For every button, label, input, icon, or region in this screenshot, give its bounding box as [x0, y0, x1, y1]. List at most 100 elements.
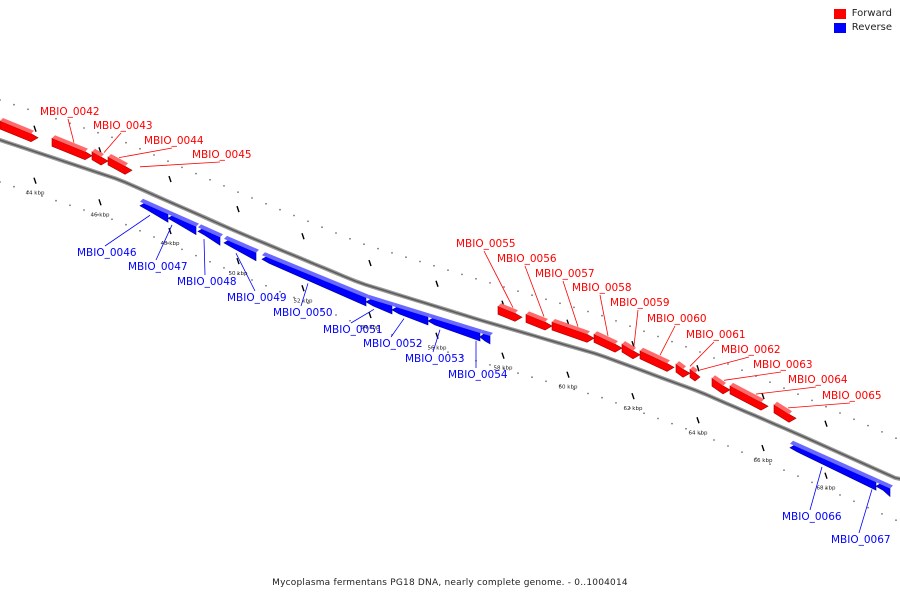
gene-arrow-mbio_0055[interactable]	[497, 305, 523, 322]
gene-label-mbio_0048[interactable]: MBIO_0048	[177, 276, 237, 288]
gene-arrow-top-face	[480, 330, 493, 336]
gene-label-mbio_0043[interactable]: MBIO_0043	[93, 120, 153, 132]
dot-upper	[503, 286, 505, 288]
gene-label-mbio_0046[interactable]: MBIO_0046	[77, 247, 137, 259]
dot-lower	[783, 469, 785, 471]
dot-lower	[559, 384, 561, 387]
gene-arrow-top-face	[690, 366, 698, 373]
leader-line	[67, 118, 75, 143]
dot-upper	[881, 431, 883, 433]
gene-arrow-mbio_0044[interactable]	[91, 151, 109, 166]
dot-lower	[419, 342, 421, 345]
gene-label-mbio_0050[interactable]: MBIO_0050	[273, 307, 333, 319]
dot-lower	[657, 417, 659, 420]
tick-mark-upper	[696, 365, 700, 372]
gene-label-mbio_0053[interactable]: MBIO_0053	[405, 353, 465, 365]
tick-label: 44 kbp	[26, 191, 45, 197]
gene-label-mbio_0059[interactable]: MBIO_0059	[610, 297, 670, 309]
gene-label-mbio_0057[interactable]: MBIO_0057	[535, 268, 595, 280]
gene-arrow-top-face	[366, 294, 395, 306]
gene-arrow-top-face	[676, 361, 686, 370]
gene-arrow-mbio_0057[interactable]	[551, 321, 595, 343]
gene-label-mbio_0042[interactable]: MBIO_0042	[40, 106, 100, 118]
gene-arrow-top-face	[730, 382, 764, 403]
dot-upper	[97, 131, 99, 134]
gene-arrow-top-face	[876, 479, 893, 489]
dot-lower	[55, 199, 57, 202]
dot-lower	[293, 296, 295, 299]
leader-line	[390, 318, 405, 338]
dot-upper	[391, 252, 393, 254]
gene-label-mbio_0062[interactable]: MBIO_0062	[721, 344, 781, 356]
dot-upper	[657, 335, 659, 338]
gene-label-mbio_0058[interactable]: MBIO_0058	[572, 282, 632, 294]
dot-upper	[895, 437, 897, 440]
gene-label-mbio_0049[interactable]: MBIO_0049	[227, 292, 287, 304]
dot-upper	[559, 302, 561, 305]
dot-upper	[447, 269, 449, 271]
dot-lower	[699, 433, 701, 435]
dot-upper	[699, 351, 701, 353]
gene-arrow-mbio_0061[interactable]	[675, 363, 691, 378]
gene-label-mbio_0044[interactable]: MBIO_0044	[144, 135, 204, 147]
tick-mark-upper	[761, 392, 765, 400]
leader-line	[699, 356, 750, 371]
dot-upper	[0, 99, 1, 101]
gene-label-mbio_0052[interactable]: MBIO_0052	[363, 338, 423, 350]
gene-label-mbio_0056[interactable]: MBIO_0056	[497, 253, 557, 265]
gene-arrow-mbio_0058[interactable]	[593, 333, 623, 353]
gene-label-mbio_0054[interactable]: MBIO_0054	[448, 369, 508, 381]
gene-label-mbio_0066[interactable]: MBIO_0066	[782, 511, 842, 523]
gene-arrow-mbio_0056[interactable]	[525, 313, 553, 331]
gene-label-mbio_0051[interactable]: MBIO_0051	[323, 324, 383, 336]
gene-label-mbio_0061[interactable]: MBIO_0061	[686, 329, 746, 341]
gene-label-mbio_0063[interactable]: MBIO_0063	[753, 359, 813, 371]
dot-lower	[279, 290, 281, 293]
dot-lower	[181, 248, 183, 251]
dot-upper	[321, 226, 323, 229]
legend-reverse: Reverse	[833, 22, 892, 33]
dot-lower	[503, 368, 505, 370]
dot-lower	[195, 254, 197, 257]
tick-mark-lower	[824, 472, 828, 479]
tick-mark-lower	[501, 352, 505, 359]
dot-upper	[475, 277, 477, 280]
gene-arrow-top-face	[0, 118, 34, 134]
gene-label-mbio_0060[interactable]: MBIO_0060	[647, 313, 707, 325]
tick-mark-lower	[631, 392, 635, 400]
dot-upper	[573, 306, 575, 309]
genome-backbone	[0, 137, 900, 481]
dot-lower	[363, 325, 365, 328]
tick-mark-lower	[33, 177, 37, 184]
dot-lower	[83, 209, 85, 211]
dot-upper	[671, 340, 673, 343]
dot-lower	[727, 445, 729, 447]
dot-lower	[545, 380, 547, 383]
leader-line	[103, 132, 122, 153]
dot-lower	[447, 351, 449, 353]
dot-lower	[69, 204, 71, 207]
leader-line	[155, 224, 173, 261]
dot-upper	[377, 247, 379, 250]
tick-mark-lower	[236, 257, 240, 265]
dot-upper	[167, 160, 169, 163]
leader-line	[104, 214, 151, 247]
gene-label-mbio_0067[interactable]: MBIO_0067	[831, 534, 891, 546]
gene-label-mbio_0065[interactable]: MBIO_0065	[822, 390, 882, 402]
gene-label-mbio_0055[interactable]: MBIO_0055	[456, 238, 516, 250]
gene-arrow-top-face	[108, 154, 128, 167]
gene-label-mbio_0047[interactable]: MBIO_0047	[128, 261, 188, 273]
dot-upper	[629, 325, 631, 327]
dot-upper	[181, 166, 183, 169]
dot-lower	[685, 427, 687, 430]
tick-mark-lower	[696, 417, 700, 424]
dot-upper	[111, 136, 113, 139]
gene-label-mbio_0064[interactable]: MBIO_0064	[788, 374, 848, 386]
gene-label-mbio_0045[interactable]: MBIO_0045	[192, 149, 252, 161]
gene-arrow-top-face	[640, 347, 670, 364]
tick-label: 52 kbp	[294, 298, 313, 304]
tick-mark-upper	[631, 340, 635, 348]
tick-label: 58 kbp	[494, 366, 513, 372]
gene-arrow-mbio_0064[interactable]	[729, 385, 769, 411]
